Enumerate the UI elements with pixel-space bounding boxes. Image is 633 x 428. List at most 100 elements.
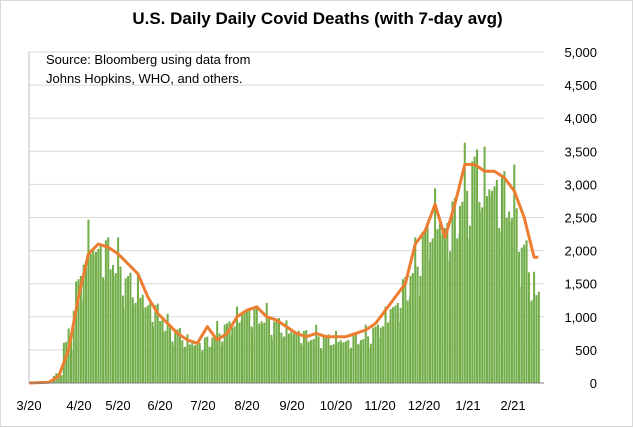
daily-deaths-bar [498,232,501,383]
daily-deaths-bar [325,335,328,383]
daily-deaths-bar [273,321,276,383]
daily-deaths-bar [508,222,511,383]
daily-deaths-bar [350,347,353,383]
daily-deaths-bar [171,345,174,383]
daily-deaths-bar [149,302,152,383]
daily-deaths-bar [406,300,409,383]
daily-deaths-bar [466,190,469,383]
daily-deaths-bar [104,240,107,383]
daily-deaths-bar [253,308,256,383]
daily-deaths-bar [312,339,315,383]
x-tick-label: 6/20 [147,398,172,413]
daily-deaths-bar [344,341,347,383]
daily-deaths-bar [315,324,318,383]
daily-deaths-bar [263,322,266,383]
y-tick-label: 3,000 [564,177,597,192]
daily-deaths-bar [515,208,518,383]
daily-deaths-bar [287,333,290,383]
daily-deaths-bar [295,332,298,383]
daily-deaths-bar [188,344,191,383]
x-tick-label: 5/20 [105,398,130,413]
daily-deaths-bar [533,271,536,383]
daily-deaths-bar [258,323,261,383]
daily-deaths-bar [79,275,82,383]
daily-deaths-bar [364,324,367,383]
y-tick-label: 3,500 [564,144,597,159]
y-tick-label: 2,000 [564,244,597,259]
daily-deaths-bar [322,336,325,383]
daily-deaths-bar [208,346,211,383]
daily-deaths-bar [119,266,122,383]
daily-deaths-bar [386,322,389,383]
daily-deaths-bar [181,347,184,383]
daily-deaths-bar [305,330,308,383]
daily-deaths-bar [310,340,313,383]
daily-deaths-bar [255,306,258,383]
seven-day-average-line [28,163,539,385]
y-tick-label: 4,500 [564,78,597,93]
daily-deaths-bar [154,305,157,383]
daily-deaths-bar [434,188,437,383]
daily-deaths-bar [359,340,362,383]
daily-deaths-bar [85,261,88,383]
daily-deaths-bar [99,244,102,383]
daily-deaths-bar [443,228,446,383]
daily-deaths-bar [394,305,397,383]
daily-deaths-bar [164,330,167,383]
daily-deaths-bar [495,179,498,383]
daily-deaths-bar [290,334,293,383]
daily-deaths-bar [382,326,385,383]
daily-deaths-bar [134,302,137,383]
daily-deaths-bar [473,156,476,383]
daily-deaths-bar [449,251,452,383]
daily-deaths-bar [399,307,402,383]
daily-deaths-bar [109,269,112,383]
daily-deaths-bar [357,344,360,383]
daily-deaths-bar [302,331,305,383]
y-tick-label: 500 [575,343,597,358]
daily-deaths-bar [337,341,340,383]
daily-deaths-bar [166,313,169,383]
x-axis-tick-labels: 3/20 4/20 5/20 6/20 7/20 8/20 9/20 10/20 11/20 12… [16,398,525,413]
daily-deaths-bar [87,219,90,383]
daily-deaths-bar [196,344,199,383]
daily-deaths-bar [367,336,370,383]
daily-deaths-bar [72,310,75,383]
daily-deaths-bar [493,186,496,383]
daily-deaths-bar [186,334,189,383]
x-tick-label: 12/20 [408,398,441,413]
daily-deaths-bar [362,339,365,383]
daily-deaths-bar [414,237,417,383]
daily-deaths-bar [60,375,63,383]
daily-deaths-bar [300,345,303,383]
daily-deaths-bar [379,327,382,383]
daily-deaths-bar [265,302,268,383]
axes [28,52,544,384]
daily-deaths-bar [307,341,310,383]
daily-deaths-bar [231,327,234,383]
daily-deaths-bar [354,333,357,383]
daily-deaths-bar [505,217,508,383]
daily-deaths-bar [260,324,263,383]
daily-deaths-bar [377,324,380,383]
daily-deaths-bar [211,337,214,383]
daily-deaths-bar [144,307,147,383]
daily-deaths-bar [347,339,350,383]
daily-deaths-bar [520,247,523,383]
x-tick-label: 3/20 [16,398,41,413]
daily-deaths-bar [456,238,459,383]
daily-deaths-bar [174,330,177,383]
daily-deaths-bar [285,320,288,383]
daily-deaths-bar [275,320,278,383]
daily-deaths-bar [92,254,95,383]
daily-deaths-bar [441,231,444,383]
daily-deaths-bar [369,343,372,383]
daily-deaths-bar [270,339,273,383]
daily-deaths-bar [82,264,85,383]
daily-deaths-bar [327,334,330,383]
daily-deaths-bar [374,326,377,383]
daily-deaths-bar [280,337,283,383]
y-tick-label: 0 [590,376,597,391]
